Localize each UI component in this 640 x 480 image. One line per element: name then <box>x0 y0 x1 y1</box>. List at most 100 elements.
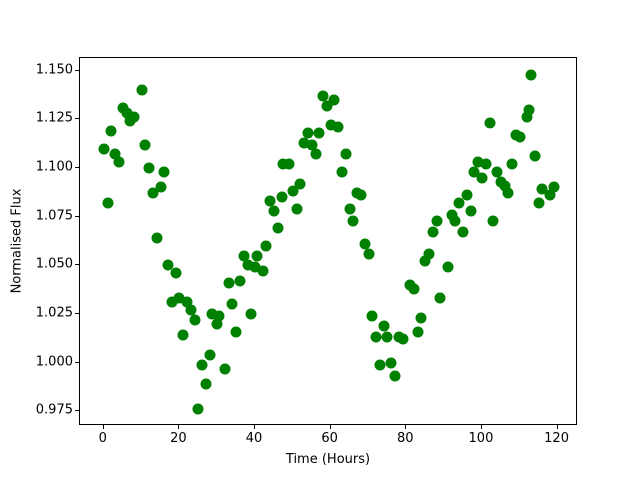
data-point <box>491 166 503 178</box>
data-point <box>158 166 170 178</box>
plot-area <box>79 57 577 425</box>
data-point <box>294 178 306 190</box>
data-point <box>155 181 167 193</box>
data-point <box>223 277 235 289</box>
data-point <box>461 189 473 201</box>
data-point <box>105 125 117 137</box>
data-point <box>415 312 427 324</box>
data-point <box>465 205 477 217</box>
y-axis-label: Normalised Flux <box>9 188 25 294</box>
data-point <box>200 378 212 390</box>
data-point <box>162 259 174 271</box>
data-point <box>431 215 443 227</box>
y-tick-label: 1.075 <box>35 208 73 224</box>
data-point <box>166 296 178 308</box>
data-point <box>189 314 201 326</box>
y-tick-label: 0.975 <box>35 402 73 418</box>
data-point <box>121 107 132 119</box>
x-tick-mark <box>178 425 180 429</box>
data-point <box>206 308 218 320</box>
data-point <box>544 189 556 201</box>
data-point <box>136 84 148 96</box>
data-point <box>196 359 208 371</box>
y-tick-label: 1.000 <box>35 354 73 370</box>
data-point <box>502 187 514 199</box>
data-point <box>230 326 242 338</box>
data-point <box>378 320 390 332</box>
data-point <box>298 137 310 149</box>
data-point <box>370 331 382 343</box>
data-point <box>234 275 246 287</box>
data-point <box>533 197 545 209</box>
data-point <box>276 191 288 203</box>
data-point <box>321 100 333 112</box>
data-point <box>242 259 253 271</box>
data-point <box>109 148 121 160</box>
x-tick-label: 40 <box>245 431 263 446</box>
data-point <box>355 189 367 201</box>
data-point <box>306 139 318 151</box>
data-point <box>213 310 225 322</box>
data-point <box>185 304 197 316</box>
data-point <box>340 148 352 160</box>
y-tick-mark <box>75 361 79 363</box>
data-point <box>347 215 359 227</box>
x-tick-label: 60 <box>321 431 338 446</box>
data-point <box>385 357 397 369</box>
x-tick-mark <box>480 425 482 429</box>
data-point <box>302 127 314 139</box>
data-point <box>344 203 356 215</box>
data-point <box>419 255 431 267</box>
data-point <box>521 111 533 123</box>
x-tick-mark <box>254 425 256 429</box>
data-point <box>336 166 348 178</box>
data-point <box>332 121 344 133</box>
data-point <box>363 248 374 260</box>
data-point <box>487 215 499 227</box>
x-tick-label: 100 <box>468 431 494 446</box>
data-point <box>374 359 386 371</box>
data-point <box>359 238 371 250</box>
data-point <box>484 117 496 129</box>
x-tick-mark <box>102 425 104 429</box>
data-point <box>249 261 261 273</box>
data-point <box>283 158 295 170</box>
data-point <box>423 248 435 260</box>
y-tick-mark <box>75 264 79 266</box>
data-point <box>310 148 322 160</box>
y-tick-label: 1.100 <box>35 159 73 175</box>
data-point <box>328 94 340 106</box>
data-point <box>453 197 465 209</box>
data-point <box>260 240 272 252</box>
data-point <box>147 187 159 199</box>
data-point <box>397 333 409 345</box>
data-point <box>325 119 337 131</box>
data-point <box>151 232 163 244</box>
data-point <box>476 172 488 184</box>
data-point <box>457 226 469 238</box>
data-point <box>170 267 182 279</box>
x-tick-label: 0 <box>98 431 107 446</box>
data-point <box>408 283 420 295</box>
data-point <box>264 195 276 207</box>
data-point <box>257 265 269 277</box>
y-tick-mark <box>75 118 79 120</box>
data-point <box>204 349 216 361</box>
x-tick-label: 80 <box>397 431 414 446</box>
data-point <box>211 318 223 330</box>
y-tick-mark <box>75 69 79 71</box>
data-point <box>480 158 492 170</box>
x-tick-mark <box>556 425 558 429</box>
data-point <box>287 185 299 197</box>
data-point <box>251 250 263 262</box>
data-point <box>536 183 548 195</box>
data-point <box>468 166 480 178</box>
data-point <box>366 310 378 322</box>
data-point <box>245 308 257 320</box>
data-point <box>291 203 303 215</box>
data-point <box>514 131 526 143</box>
data-point <box>499 180 511 192</box>
y-tick-label: 1.125 <box>35 110 73 126</box>
y-tick-label: 1.150 <box>35 62 73 78</box>
data-point <box>412 326 424 338</box>
